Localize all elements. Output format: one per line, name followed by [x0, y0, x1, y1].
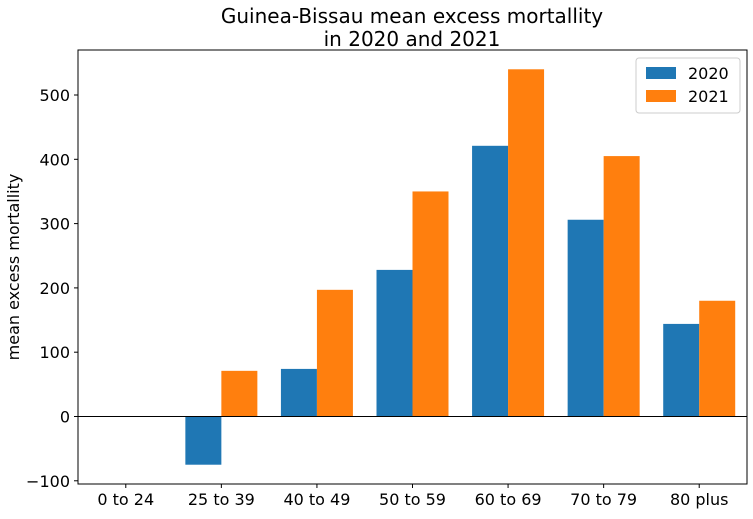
bar-2021-50-to-59	[412, 191, 449, 417]
bars-group	[185, 69, 736, 465]
y-tick-label: 500	[39, 86, 70, 105]
y-tick-label: 400	[39, 150, 70, 169]
legend-label-2021: 2021	[688, 87, 729, 106]
x-tick-label: 60 to 69	[475, 490, 542, 509]
chart-title-line-2: in 2020 and 2021	[324, 27, 501, 51]
x-tick-label: 40 to 49	[283, 490, 350, 509]
y-tick-label: 100	[39, 343, 70, 362]
legend-swatch-2020	[646, 67, 676, 79]
bar-2020-40-to-49	[280, 368, 317, 417]
bar-2021-60-to-69	[508, 69, 545, 417]
bar-2021-25-to-39	[221, 370, 258, 417]
bar-2021-70-to-79	[603, 156, 640, 417]
bar-2021-80-plus	[699, 300, 736, 417]
chart-title-line-1: Guinea-Bissau mean excess mortallity	[221, 4, 603, 28]
legend-swatch-2021	[646, 90, 676, 102]
y-axis-label: mean excess mortallity	[4, 174, 23, 361]
x-tick-label: 70 to 79	[570, 490, 637, 509]
bar-2020-70-to-79	[567, 219, 604, 417]
bar-2020-25-to-39	[185, 416, 222, 465]
bar-2021-40-to-49	[316, 289, 353, 417]
x-tick-label: 0 to 24	[97, 490, 154, 509]
axes-group: −100 0 100 200 300 400 500 0 to 24 25 to 39 40 to…	[26, 49, 748, 509]
x-tick-label: 50 to 59	[379, 490, 446, 509]
x-tick-label: 25 to 39	[188, 490, 255, 509]
y-tick-label: −100	[26, 472, 70, 491]
x-tick-label: 80 plus	[670, 490, 729, 509]
y-tick-label: 200	[39, 279, 70, 298]
legend: 2020 2021	[635, 57, 741, 114]
bar-2020-60-to-69	[472, 145, 509, 417]
bar-2020-50-to-59	[376, 269, 413, 417]
legend-label-2020: 2020	[688, 64, 729, 83]
bar-2020-80-plus	[663, 323, 700, 417]
y-tick-label: 0	[60, 407, 70, 426]
y-tick-label: 300	[39, 215, 70, 234]
